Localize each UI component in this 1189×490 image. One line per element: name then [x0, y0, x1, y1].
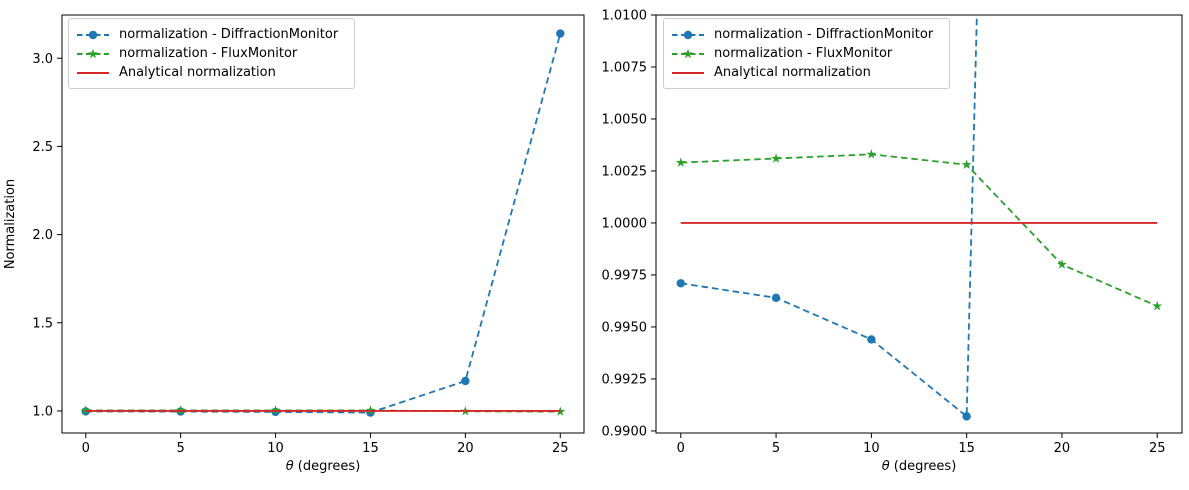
data-point-marker	[1152, 300, 1163, 311]
legend-entry-analytical: Analytical normalization	[76, 63, 345, 82]
plot-area	[80, 29, 566, 417]
x-tick-label: 20	[457, 441, 474, 456]
data-point-marker	[556, 29, 565, 38]
data-point-marker	[683, 48, 693, 58]
data-point-marker	[1056, 259, 1067, 269]
axes-frame	[655, 14, 1183, 434]
data-point-marker	[676, 279, 685, 288]
legend-sample-diffraction-icon	[672, 30, 704, 39]
y-tick-label: 1.0025	[602, 165, 648, 180]
legend-entry-flux: normalization - FluxMonitor	[671, 44, 940, 63]
legend-entry-diffraction: normalization - DiffractionMonitor	[76, 25, 345, 44]
x-tick-label: 25	[1149, 441, 1166, 456]
y-axis-label: Normalization	[3, 179, 18, 269]
right-plot-legend: normalization - DiffractionMonitor norma…	[663, 18, 950, 89]
data-point-marker	[365, 405, 376, 415]
x-tick-label: 20	[1054, 441, 1071, 456]
legend-sample-analytical-icon	[672, 71, 704, 74]
x-tick-label: 15	[958, 441, 975, 456]
legend-label-flux: normalization - FluxMonitor	[119, 46, 298, 61]
x-tick-label: 5	[772, 441, 780, 456]
data-point-marker	[961, 159, 972, 169]
x-axis-label: θ (degrees)	[286, 459, 361, 474]
legend-sample-diffraction-icon	[77, 30, 109, 39]
y-tick-label: 3.0	[32, 52, 53, 67]
data-point-marker	[88, 30, 98, 39]
plot-area	[675, 15, 1163, 421]
series-line	[85, 33, 562, 414]
data-point-marker	[675, 157, 686, 167]
x-tick-label: 10	[267, 441, 284, 456]
data-point-marker	[461, 376, 470, 386]
legend-entry-diffraction: normalization - DiffractionMonitor	[671, 25, 940, 44]
legend-sample-flux-icon	[77, 48, 109, 58]
data-point-marker	[771, 293, 781, 303]
y-tick-label: 1.0100	[602, 9, 648, 24]
legend-label-flux: normalization - FluxMonitor	[714, 46, 893, 61]
x-tick-label: 0	[677, 441, 685, 456]
y-tick-label: 2.5	[32, 140, 53, 155]
left-plot-legend: normalization - DiffractionMonitor norma…	[68, 18, 355, 89]
y-tick-label: 1.0075	[602, 61, 648, 76]
x-tick-label: 15	[362, 441, 379, 456]
right-plot: 0 5 10 15 20 25 0.9900 0.9925 0.9950 0.9975 1.0000…	[602, 9, 1183, 474]
y-tick-label: 1.0050	[602, 113, 648, 128]
y-tick-label: 0.9925	[602, 372, 648, 387]
legend-label-diffraction: normalization - DiffractionMonitor	[714, 27, 934, 42]
x-tick-label: 5	[176, 441, 184, 456]
data-point-marker	[866, 149, 877, 159]
data-point-marker	[683, 30, 693, 39]
x-tick-label: 0	[82, 441, 90, 456]
data-point-marker	[88, 48, 98, 58]
data-point-marker	[771, 153, 782, 163]
x-axis-label: θ (degrees)	[882, 459, 957, 474]
legend-sample-flux-icon	[672, 48, 704, 58]
y-tick-label: 2.0	[32, 228, 53, 243]
data-point-marker	[867, 335, 876, 344]
data-point-marker	[962, 412, 971, 421]
legend-label-diffraction: normalization - DiffractionMonitor	[119, 27, 339, 42]
legend-entry-analytical: Analytical normalization	[671, 63, 940, 82]
x-tick-label: 10	[863, 441, 880, 456]
y-tick-label: 1.5	[32, 316, 53, 331]
data-point-marker	[175, 405, 186, 415]
legend-label-analytical: Analytical normalization	[119, 65, 276, 80]
y-tick-label: 0.9950	[602, 320, 648, 335]
legend-entry-flux: normalization - FluxMonitor	[76, 44, 345, 63]
axes-frame	[61, 14, 585, 434]
x-tick-label: 25	[552, 441, 569, 456]
y-tick-label: 1.0	[32, 405, 53, 420]
legend-sample-analytical-icon	[77, 71, 109, 74]
series-line	[680, 153, 1158, 307]
y-tick-label: 0.9975	[602, 269, 648, 284]
left-plot: 0 5 10 15 20 25 1.0 1.5 2.0 2.5 3.0 θ (degrees) Norm…	[3, 14, 585, 474]
legend-label-analytical: Analytical normalization	[714, 65, 871, 80]
y-tick-label: 1.0000	[602, 217, 648, 232]
y-tick-label: 0.9900	[602, 424, 648, 439]
data-point-marker	[80, 405, 91, 415]
data-point-marker	[555, 406, 566, 416]
data-point-marker	[270, 405, 281, 415]
